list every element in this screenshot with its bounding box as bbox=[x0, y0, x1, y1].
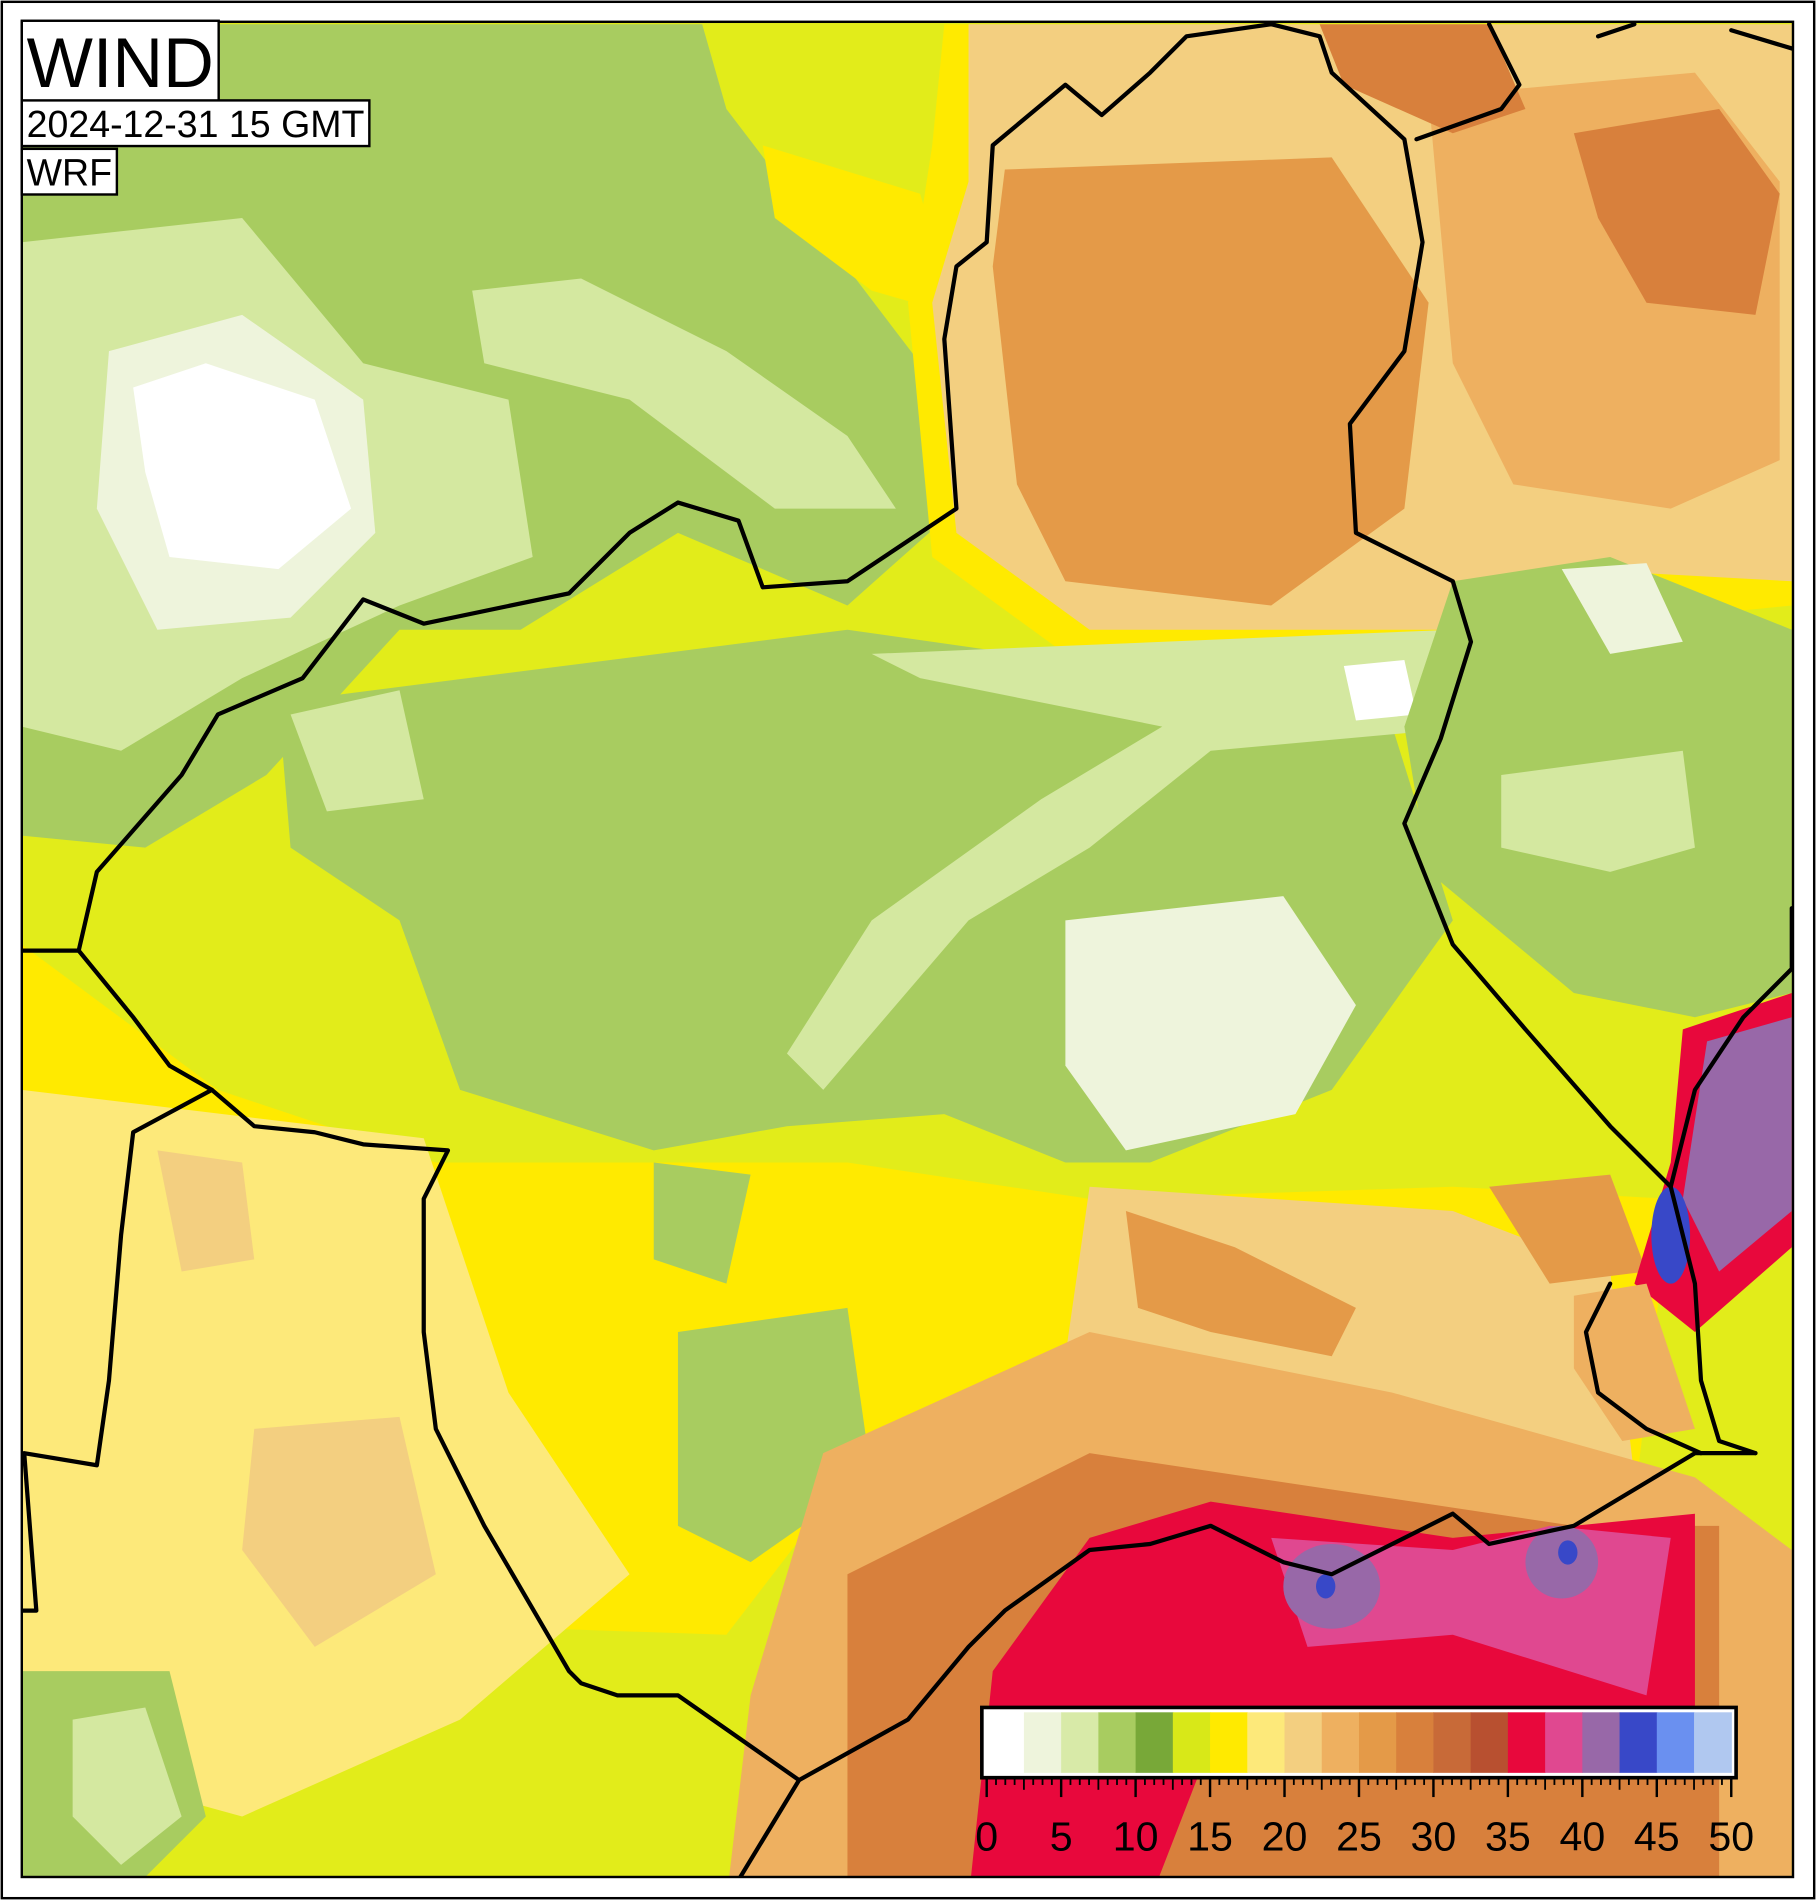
model-name: WRF bbox=[27, 151, 112, 193]
colorbar-cell bbox=[1582, 1712, 1621, 1773]
colorbar-cell bbox=[1433, 1712, 1472, 1773]
country-borders bbox=[21, 22, 1793, 1877]
colorbar-cell bbox=[1619, 1712, 1658, 1773]
tick-label: 15 bbox=[1187, 1813, 1233, 1859]
label-box bbox=[20, 147, 119, 196]
colorbar-cell bbox=[986, 1712, 1025, 1773]
wind-field bbox=[21, 21, 1793, 1877]
colorbar-cell bbox=[1061, 1712, 1099, 1773]
tick-label: 20 bbox=[1262, 1813, 1308, 1859]
colorbar-cell bbox=[1210, 1712, 1248, 1773]
tick-label: 10 bbox=[1113, 1813, 1159, 1859]
tick-label: 50 bbox=[1708, 1813, 1754, 1859]
colorbar: 0 5 10 15 20 25 30 35 40 45 50 bbox=[975, 1705, 1754, 1859]
map-title: WIND bbox=[27, 23, 214, 102]
label-box bbox=[20, 19, 220, 105]
tick-label: 35 bbox=[1485, 1813, 1531, 1859]
colorbar-cell bbox=[1023, 1712, 1062, 1773]
label-box bbox=[20, 99, 371, 148]
colorbar-cell bbox=[1247, 1712, 1286, 1773]
colorbar-cell bbox=[1396, 1712, 1435, 1773]
colorbar-cell bbox=[1358, 1712, 1397, 1773]
colorbar-cell bbox=[1507, 1712, 1546, 1773]
colorbar-cell bbox=[1135, 1712, 1174, 1773]
colorbar-cell bbox=[1656, 1712, 1695, 1773]
tick-label: 30 bbox=[1411, 1813, 1457, 1859]
colorbar-cell bbox=[1284, 1712, 1323, 1773]
tick-label: 0 bbox=[975, 1813, 998, 1859]
tick-label: 40 bbox=[1559, 1813, 1605, 1859]
colorbar-cell bbox=[1172, 1712, 1211, 1773]
colorbar-cell bbox=[1545, 1712, 1583, 1773]
tick-label: 25 bbox=[1336, 1813, 1382, 1859]
colorbar-cell bbox=[1098, 1712, 1137, 1773]
colorbar-cell bbox=[1470, 1712, 1509, 1773]
tick-label: 5 bbox=[1050, 1813, 1073, 1859]
plot-frame bbox=[20, 20, 1795, 1879]
colorbar-cell bbox=[1694, 1712, 1732, 1773]
colorbar-cell bbox=[1321, 1712, 1360, 1773]
header: WIND 2024-12-31 15 GMT WRF bbox=[20, 19, 371, 196]
tick-label: 45 bbox=[1634, 1813, 1680, 1859]
timestamp: 2024-12-31 15 GMT bbox=[27, 103, 365, 145]
